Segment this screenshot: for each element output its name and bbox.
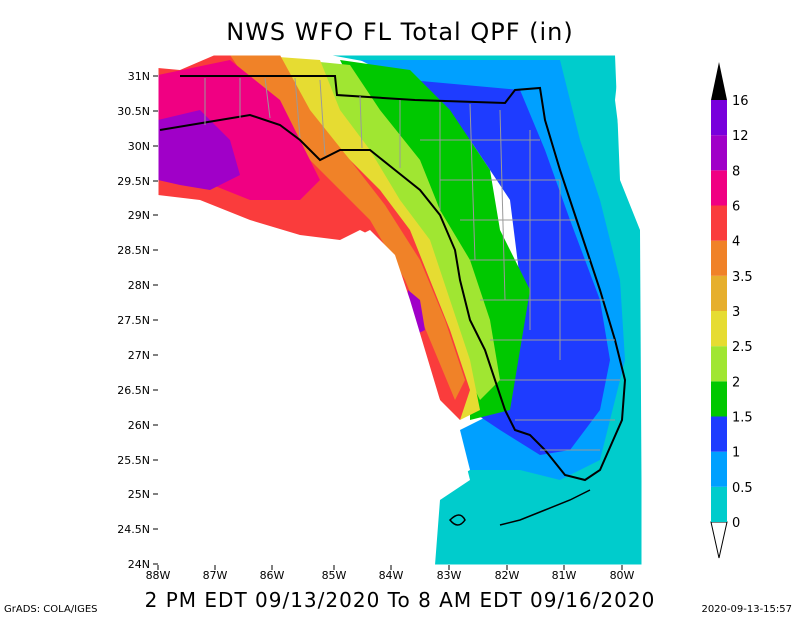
lat-label: 26.5N [117, 384, 150, 397]
colorbar-label: 1 [732, 446, 740, 461]
plot-frame [157, 54, 643, 566]
colorbar-cell [711, 205, 727, 241]
colorbar-label: 12 [732, 129, 749, 144]
colorbar-bottom-arrow [710, 521, 728, 559]
colorbar-label: 3 [732, 305, 740, 320]
county-lines [204, 77, 620, 451]
lon-label: 84W [379, 569, 404, 582]
lat-label: 29N [128, 209, 150, 222]
lon-label: 86W [260, 569, 285, 582]
colorbar-cell [711, 381, 727, 417]
lat-label: 29.5N [117, 175, 150, 188]
lon-label: 88W [146, 569, 171, 582]
colorbar-cell [711, 346, 727, 382]
colorbar-cell [711, 416, 727, 452]
colorbar-label: 2 [732, 375, 740, 390]
colorbar-label: 6 [732, 200, 740, 215]
colorbar-cell [711, 135, 727, 171]
colorbar-label: 4 [732, 235, 740, 250]
lon-label: 85W [322, 569, 347, 582]
lat-labels: 31N 30.5N 30N 29.5N 29N 28.5N 28N 27.5N … [117, 70, 150, 571]
coastline [159, 75, 627, 526]
lon-labels: 88W 87W 86W 85W 84W 83W 82W 81W 80W [146, 569, 635, 582]
colorbar-label: 2.5 [732, 340, 753, 355]
lon-label: 81W [552, 569, 577, 582]
lat-label: 28.5N [117, 244, 150, 257]
lat-label: 24N [128, 558, 150, 571]
credit-label: GrADS: COLA/IGES [4, 604, 98, 615]
lon-label: 80W [610, 569, 635, 582]
lon-label: 82W [495, 569, 520, 582]
lat-label: 25.5N [117, 454, 150, 467]
colorbar-cell [711, 275, 727, 311]
colorbar-cell [711, 170, 727, 206]
colorbar-label: 3.5 [732, 270, 753, 285]
lat-label: 27N [128, 349, 150, 362]
axis-ticks [153, 75, 623, 570]
colorbar-label: 16 [732, 94, 749, 109]
lat-label: 25N [128, 488, 150, 501]
lat-label: 31N [128, 70, 150, 83]
lat-label: 30.5N [117, 105, 150, 118]
colorbar-cell [711, 451, 727, 487]
colorbar: 0 0.5 1 1.5 2 2.5 3 3.5 4 6 8 12 16 [710, 62, 753, 559]
lon-label: 87W [203, 569, 228, 582]
lon-label: 83W [437, 569, 462, 582]
lat-label: 24.5N [117, 523, 150, 536]
lat-label: 27.5N [117, 314, 150, 327]
colorbar-cell [711, 486, 727, 522]
timestamp-label: 2020-09-13-15:57 [701, 604, 792, 615]
colorbar-top-arrow [711, 62, 727, 100]
map-title: NWS WFO FL Total QPF (in) [226, 18, 574, 46]
valid-period: 2 PM EDT 09/13/2020 To 8 AM EDT 09/16/20… [144, 588, 656, 612]
colorbar-cell [711, 311, 727, 347]
colorbar-cell [711, 240, 727, 276]
colorbar-cell [711, 100, 727, 136]
lat-label: 28N [128, 279, 150, 292]
colorbar-label: 8 [732, 164, 740, 179]
colorbar-label: 1.5 [732, 411, 753, 426]
colorbar-label: 0 [732, 516, 740, 531]
colorbar-label: 0.5 [732, 481, 753, 496]
lat-label: 30N [128, 140, 150, 153]
lat-label: 26N [128, 419, 150, 432]
